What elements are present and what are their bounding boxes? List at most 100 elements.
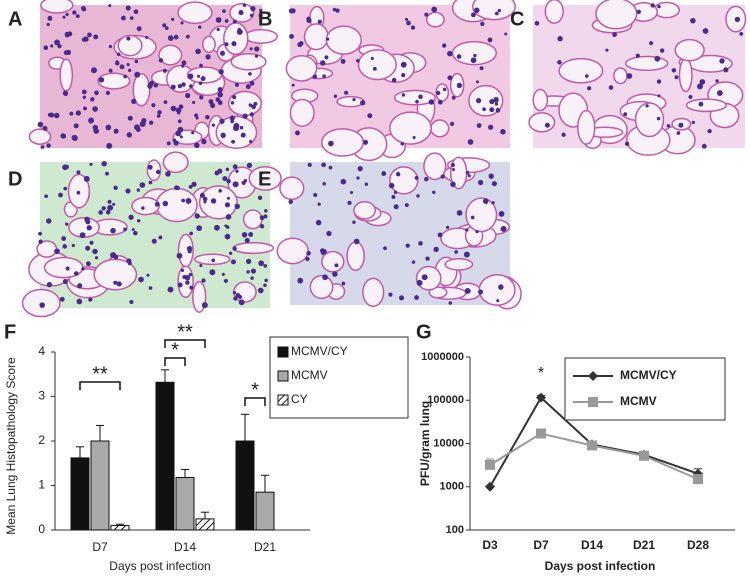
nucleus [504,32,508,36]
panel-label: E [258,168,271,190]
nucleus [425,256,430,261]
nucleus [253,101,258,106]
bar [255,491,275,531]
nucleus [224,202,231,208]
nucleus [162,200,169,207]
alveolus [177,233,194,268]
point [587,440,597,451]
nucleus [167,35,174,41]
nucleus [185,92,191,99]
nucleus [306,251,311,256]
nucleus [475,98,482,104]
nucleus [719,58,725,64]
nucleus [352,220,356,224]
nucleus [249,80,255,86]
nucleus [108,44,113,49]
nucleus [232,95,237,100]
nucleus [391,195,396,199]
nucleus [139,121,146,128]
y-tick-label: 1000000 [421,351,464,363]
nucleus [494,11,499,16]
nucleus [370,56,374,61]
bar [110,525,130,531]
y-tick-label: 1000 [440,481,464,493]
nucleus [198,81,203,86]
alveolus [117,34,143,57]
bar [175,476,195,531]
nucleus [81,89,87,95]
nucleus [416,279,423,286]
nucleus [239,125,244,130]
nucleus [185,280,190,285]
nucleus [91,67,97,74]
nucleus [405,243,410,248]
nucleus [113,185,118,191]
nucleus [231,41,237,47]
nucleus [133,230,138,236]
nucleus [317,19,322,24]
nucleus [58,192,63,198]
nucleus [437,99,443,105]
nucleus [230,101,235,105]
nucleus [162,23,167,28]
nucleus [697,83,703,90]
nucleus [431,6,438,13]
y-tick-label: 10000 [433,437,464,449]
nucleus [356,59,360,63]
nucleus [263,283,267,288]
nucleus [234,203,240,210]
alveolus [132,72,151,107]
nucleus [205,54,211,60]
alveolus [248,165,282,191]
nucleus [723,67,729,73]
nucleus [561,132,566,137]
nucleus [264,278,268,283]
nucleus [106,142,113,149]
nucleus [94,256,99,260]
nucleus [250,268,257,274]
nucleus [414,175,419,180]
y-tick-label: 2 [38,433,45,447]
nucleus [381,171,387,177]
nucleus [360,100,366,106]
nucleus [173,140,179,146]
nucleus [50,44,54,48]
nucleus [242,3,247,7]
nucleus [332,7,337,12]
nucleus [624,141,630,146]
nucleus [489,98,495,105]
nucleus [199,63,203,68]
alveolus [678,57,693,93]
nucleus [321,249,327,255]
nucleus [584,74,589,78]
nucleus [166,141,171,146]
alveolus [389,111,432,145]
nucleus [216,27,220,32]
alveolus [423,152,447,181]
nucleus [666,124,671,128]
nucleus [141,206,145,210]
nucleus [315,219,322,226]
nucleus [258,260,265,267]
nucleus [155,169,161,175]
nucleus [475,229,479,234]
nucleus [181,82,186,87]
nucleus [463,251,470,258]
x-axis-label: Days post infection [109,559,210,573]
nucleus [235,169,239,173]
nucleus [148,180,153,185]
nucleus [482,107,486,112]
x-tick-label: D7 [533,538,549,552]
legend-label: MCMV/CY [291,344,348,358]
nucleus [76,190,81,195]
nucleus [254,54,259,58]
nucleus [332,271,338,277]
nucleus [158,235,163,240]
nucleus [476,123,482,128]
nucleus [440,174,445,179]
nucleus [69,111,74,116]
nucleus [54,248,60,255]
nucleus [62,15,66,19]
nucleus [146,273,150,277]
alveolus [425,11,445,28]
